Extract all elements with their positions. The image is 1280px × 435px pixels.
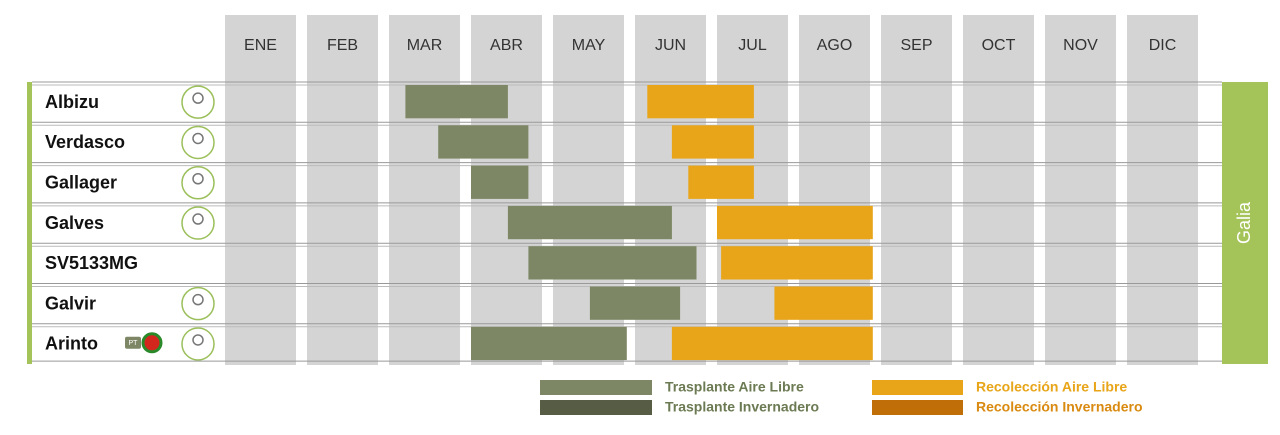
month-column [963,15,1034,365]
legend-label: Recolección Aire Libre [976,379,1127,395]
month-column [389,15,460,365]
row-label: Arinto [45,334,98,354]
logo [181,85,215,119]
bar [528,246,697,280]
row-label: Albizu [45,92,99,112]
bar [507,205,672,240]
logo-mark [192,173,204,185]
bar [717,205,873,240]
month-label: ABR [490,37,523,54]
bar [671,125,754,159]
month-label: AGO [817,37,853,54]
legend-swatch [540,400,652,415]
bar [774,286,873,320]
logo-mark [192,132,204,145]
badge [125,336,141,349]
row-label: SV5133MG [45,253,138,273]
month-label: MAR [407,37,443,54]
group-label: Galia [1234,201,1254,244]
logo-mark [192,334,204,346]
logo [181,327,215,361]
legend-label: Trasplante Invernadero [665,399,819,415]
month-label: ENE [244,37,277,54]
bar [471,326,627,361]
bar [647,85,754,119]
month-label: NOV [1063,37,1098,54]
month-column [881,15,952,365]
legend-swatch [540,380,652,395]
logo-mark [192,213,204,225]
logo-mark [192,92,204,104]
row-label: Galvir [45,293,96,313]
bar [471,165,529,199]
bar [688,165,754,199]
month-column [225,15,296,365]
legend-swatch [872,380,963,395]
logo [181,125,215,160]
left-strip [27,82,32,364]
logo [181,206,215,240]
legend-swatch [872,400,963,415]
month-label: JUN [655,37,686,54]
month-column [1045,15,1116,365]
month-label: JUL [738,37,767,54]
logo [181,286,215,321]
bar [438,125,529,159]
month-label: SEP [900,37,932,54]
row-label: Galves [45,213,104,233]
month-label: DIC [1149,37,1177,54]
row-label: Gallager [45,173,117,193]
month-label: OCT [982,37,1016,54]
month-label: FEB [327,37,358,54]
bar [589,286,681,320]
legend-label: Trasplante Aire Libre [665,379,804,395]
row-label: Verdasco [45,132,125,152]
flag [141,332,163,354]
row-label-box [32,247,222,281]
logo-mark [192,293,204,306]
month-label: MAY [572,37,606,54]
plot: ENE FEB MAR ABR MAY JUN JUL AGO SEP OCT NOV DIC Albi… [32,15,1222,415]
bar [671,326,873,361]
bar [721,246,873,280]
month-column [1127,15,1198,365]
group-box [1222,82,1268,364]
badge-label: PT [129,340,139,347]
logo [181,166,215,200]
month-column [307,15,378,365]
bar [405,85,508,119]
legend-label: Recolección Invernadero [976,399,1143,415]
